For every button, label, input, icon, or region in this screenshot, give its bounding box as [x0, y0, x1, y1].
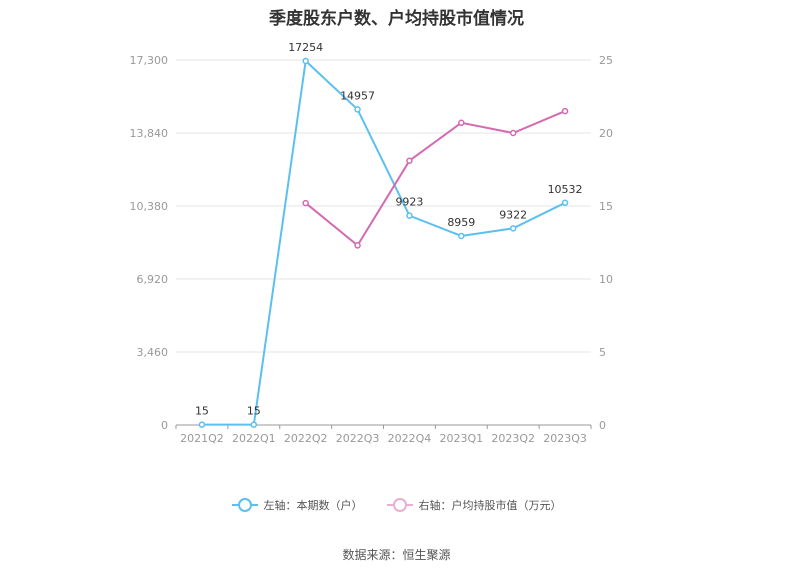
data-source: 数据来源：恒生聚源	[342, 548, 451, 562]
x-tick-label: 2023Q3	[543, 432, 587, 445]
y-left-tick-label: 3,460	[137, 346, 169, 359]
series-line-market-value	[305, 110, 566, 247]
data-point-market-value	[561, 107, 569, 115]
data-point-households	[198, 421, 206, 428]
data-label: 17254	[288, 41, 323, 54]
y-left-tick-label: 10,380	[130, 200, 169, 213]
legend-item-market-value[interactable]: 右轴：户均持股市值（万元）	[386, 497, 562, 513]
data-point-market-value	[354, 242, 361, 249]
y-left-tick-label: 0	[161, 419, 168, 432]
data-point-households	[509, 225, 517, 232]
legend: 左轴：本期数（户） 右轴：户均持股市值（万元）	[0, 497, 793, 513]
data-point-households	[458, 232, 465, 240]
y-right-tick-label: 20	[599, 127, 613, 140]
x-tick-label: 2023Q2	[491, 432, 535, 445]
data-point-market-value	[302, 199, 309, 207]
y-left-tick-label: 17,300	[130, 54, 169, 67]
legend-label-market-value: 右轴：户均持股市值（万元）	[418, 499, 562, 512]
series-line-households	[201, 58, 566, 426]
y-right-tick-label: 25	[599, 54, 613, 67]
x-tick-label: 2021Q2	[180, 432, 224, 445]
data-point-households	[354, 106, 361, 113]
data-label: 8959	[447, 216, 475, 229]
x-tick-label: 2023Q1	[439, 432, 483, 445]
y-right-tick-label: 10	[599, 273, 613, 286]
legend-item-households[interactable]: 左轴：本期数（户）	[231, 497, 363, 513]
data-point-households	[302, 57, 309, 65]
x-tick-label: 2022Q4	[388, 432, 432, 445]
data-point-households	[561, 199, 569, 207]
data-point-market-value	[509, 129, 517, 137]
data-label: 15	[195, 405, 209, 418]
y-right-tick-label: 5	[599, 346, 606, 359]
data-point-households	[250, 421, 258, 428]
y-right-tick-label: 0	[599, 419, 606, 432]
data-label: 10532	[548, 183, 583, 196]
y-left-tick-label: 6,920	[137, 273, 169, 286]
data-label: 14957	[340, 89, 375, 102]
chart-title: 季度股东户数、户均持股市值情况	[269, 9, 524, 29]
legend-swatch-market-value	[386, 498, 413, 512]
data-point-households	[406, 212, 413, 219]
legend-swatch-households	[231, 498, 258, 512]
y-right-tick-label: 15	[599, 200, 613, 213]
legend-label-households: 左轴：本期数（户）	[263, 499, 363, 512]
data-label: 15	[247, 405, 261, 418]
x-tick-label: 2022Q3	[336, 432, 380, 445]
x-tick-label: 2022Q2	[284, 432, 328, 445]
data-label: 9322	[499, 208, 527, 221]
data-point-market-value	[458, 119, 465, 127]
x-tick-label: 2022Q1	[232, 432, 276, 445]
data-label: 9923	[395, 196, 423, 209]
y-left-tick-label: 13,840	[130, 127, 169, 140]
data-point-market-value	[406, 157, 413, 164]
